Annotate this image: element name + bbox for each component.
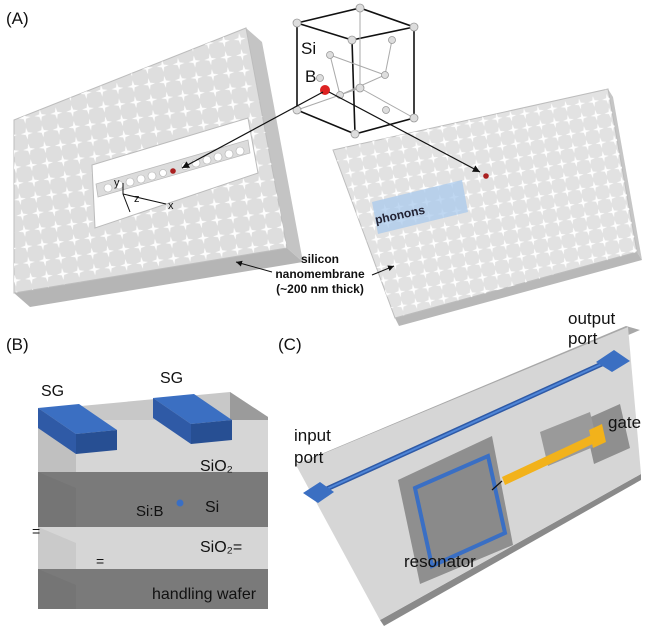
layer-si [38,472,268,527]
sib-label: Si:B [136,503,164,520]
caption-line1: silicon [301,252,339,266]
panel-c: (C) output port input port gate resonato… [278,309,641,626]
panel-a: (A) y z x [6,3,642,326]
panel-b: (B) SG SG SiO₂ Si Si:B SiO₂= [6,335,268,609]
axis-x-label: x [168,200,174,212]
mark-2: = [96,553,104,569]
phonons-band [372,180,468,234]
axis-y-label: y [114,177,120,189]
boron-atom [320,85,330,95]
input-port-pad [303,482,334,503]
sg-left-label: SG [41,383,64,400]
caption-line2: nanomembrane [275,267,365,281]
arrow-to-right-membrane [328,91,481,173]
boron-dopant-right [483,173,489,179]
crystal-b-label: B [305,67,316,86]
layer-sio2-bottom [38,527,268,569]
crystal-lattice-icon [292,3,419,139]
caption-arrow-left [235,260,273,273]
gate-region [584,404,630,464]
caption-line3: (~200 nm thick) [276,282,364,296]
gate-electrode [502,434,597,485]
handling-wafer-label: handling wafer [152,586,257,603]
panel-c-label: (C) [278,335,302,354]
resonator-label: resonator [404,552,476,571]
sg-right-label: SG [160,370,183,387]
output-port-pad [596,350,630,372]
panel-a-label: (A) [6,9,29,28]
arrow-to-left-beam [181,91,324,169]
mark-1: = [32,523,40,539]
beam-holes [103,146,245,193]
panel-b-label: (B) [6,335,29,354]
sg-electrode-left [38,404,117,454]
gate-label: gate [608,413,641,432]
crystal-si-label: Si [301,39,316,58]
sg-electrode-right [153,394,232,444]
si-label: Si [205,499,219,516]
axes-icon [122,183,167,213]
sio2-bottom-label: SiO₂= [200,539,242,556]
resonator-loop [412,453,508,569]
right-membrane: phonons [332,88,642,326]
output-port-line2: port [568,329,598,348]
axis-z-label: z [134,193,140,205]
caption-arrow-right [371,265,395,276]
input-port-line2: port [294,448,324,467]
layer-handling-wafer [38,569,268,609]
input-port-line1: input [294,426,331,445]
boron-dopant-b [176,499,184,507]
sio2-top-label: SiO₂ [200,458,233,475]
output-port-line1: output [568,309,616,328]
boron-dopant-left [170,168,176,174]
left-membrane: y z x [13,27,303,307]
